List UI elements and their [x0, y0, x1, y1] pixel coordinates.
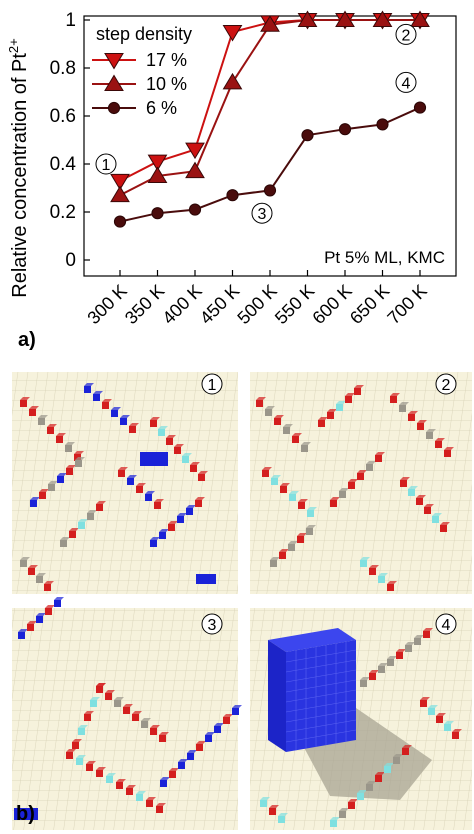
callout-3: 3 — [251, 202, 273, 224]
panel-label-a: a) — [18, 329, 36, 351]
series-layer — [110, 10, 430, 228]
y-tick-label: 0.2 — [50, 202, 76, 223]
data-point — [110, 185, 130, 203]
pt-cluster — [268, 628, 357, 752]
x-tick-label: 600 K — [308, 281, 355, 328]
legend-label: 10 % — [146, 74, 187, 94]
legend-item: 6 % — [92, 98, 177, 118]
snapshot-number-2-circle — [435, 373, 457, 395]
chart-annotation: Pt 5% ML, KMC — [324, 248, 445, 267]
snapshot-panel: 1 2 3 4 — [12, 372, 472, 830]
snapshot-1: 1 — [12, 372, 238, 594]
y-tick-label: 0 — [65, 250, 76, 271]
y-tick-label: 1 — [65, 10, 76, 31]
data-point — [338, 123, 352, 136]
legend-title: step density — [96, 24, 192, 44]
callout-label: 2 — [402, 27, 411, 44]
data-point — [110, 173, 130, 191]
y-tick-label: 0.6 — [50, 106, 76, 127]
callouts: 1 2 3 4 — [95, 23, 417, 224]
snapshot-number-1-circle — [201, 373, 223, 395]
snapshot-number-4-circle — [435, 613, 457, 635]
series-line — [119, 106, 421, 223]
data-point — [263, 184, 277, 197]
snapshot-number-4: 4 — [442, 617, 451, 634]
legend-marker — [107, 101, 121, 115]
x-tick-label: 700 K — [383, 281, 430, 328]
callout-circle — [95, 153, 117, 175]
data-point — [372, 10, 393, 27]
x-tick-label: 350 K — [121, 281, 168, 328]
snapshot-number-3: 3 — [208, 617, 217, 634]
plot-frame — [83, 15, 457, 277]
data-point — [410, 10, 430, 27]
legend-marker — [104, 74, 124, 91]
legend-marker — [104, 53, 124, 70]
callout-circle — [395, 71, 417, 93]
series-2 — [113, 101, 427, 228]
data-point — [185, 161, 205, 179]
y-axis-label: Relative concentration of Pt2+ — [6, 38, 31, 297]
callout-label: 1 — [102, 157, 111, 174]
data-point — [147, 166, 168, 183]
legend-label: 6 % — [146, 98, 177, 118]
y-tick-label: 0.8 — [50, 58, 76, 79]
data-point — [226, 189, 239, 202]
data-point — [113, 215, 127, 228]
data-point — [151, 207, 164, 220]
data-point — [297, 10, 318, 27]
callout-4: 4 — [395, 71, 417, 93]
legend-label: 17 % — [146, 50, 187, 70]
snapshot-3: 3 — [12, 597, 242, 830]
x-tick-label: 300 K — [83, 281, 130, 328]
callout-1: 1 — [95, 153, 117, 175]
data-point — [222, 72, 243, 90]
data-point — [376, 118, 389, 131]
legend-item: 10 % — [92, 74, 187, 94]
data-point — [185, 142, 205, 160]
data-point — [301, 129, 314, 142]
snapshot-number-3-circle — [201, 613, 223, 635]
data-point — [222, 25, 243, 42]
x-tick-label: 500 K — [233, 281, 280, 328]
data-point — [260, 15, 280, 32]
callout-circle — [395, 23, 417, 45]
legend-item: 17 % — [92, 50, 187, 70]
x-tick-label: 650 K — [346, 281, 393, 328]
callout-label: 3 — [258, 206, 267, 223]
y-axis-ticks: 0 0.2 0.4 0.6 0.8 1 — [50, 10, 90, 271]
data-point — [188, 203, 202, 216]
data-point — [335, 10, 355, 27]
callout-circle — [251, 202, 273, 224]
callout-2: 2 — [395, 23, 417, 45]
snapshot-2: 2 — [250, 372, 472, 594]
x-tick-label: 450 K — [196, 281, 243, 328]
x-tick-label: 550 K — [271, 281, 318, 328]
data-point — [413, 101, 427, 114]
legend: step density 17 % 10 % 6 % — [92, 24, 192, 118]
snapshot-number-1: 1 — [208, 377, 217, 394]
x-tick-label: 400 K — [158, 281, 205, 328]
snapshot-4: 4 — [250, 608, 472, 830]
snapshot-number-2: 2 — [442, 377, 451, 394]
callout-label: 4 — [402, 75, 411, 92]
series-1 — [110, 10, 430, 203]
panel-label-b: b) — [16, 803, 35, 825]
y-tick-label: 0.4 — [50, 154, 77, 175]
data-point — [147, 154, 168, 172]
